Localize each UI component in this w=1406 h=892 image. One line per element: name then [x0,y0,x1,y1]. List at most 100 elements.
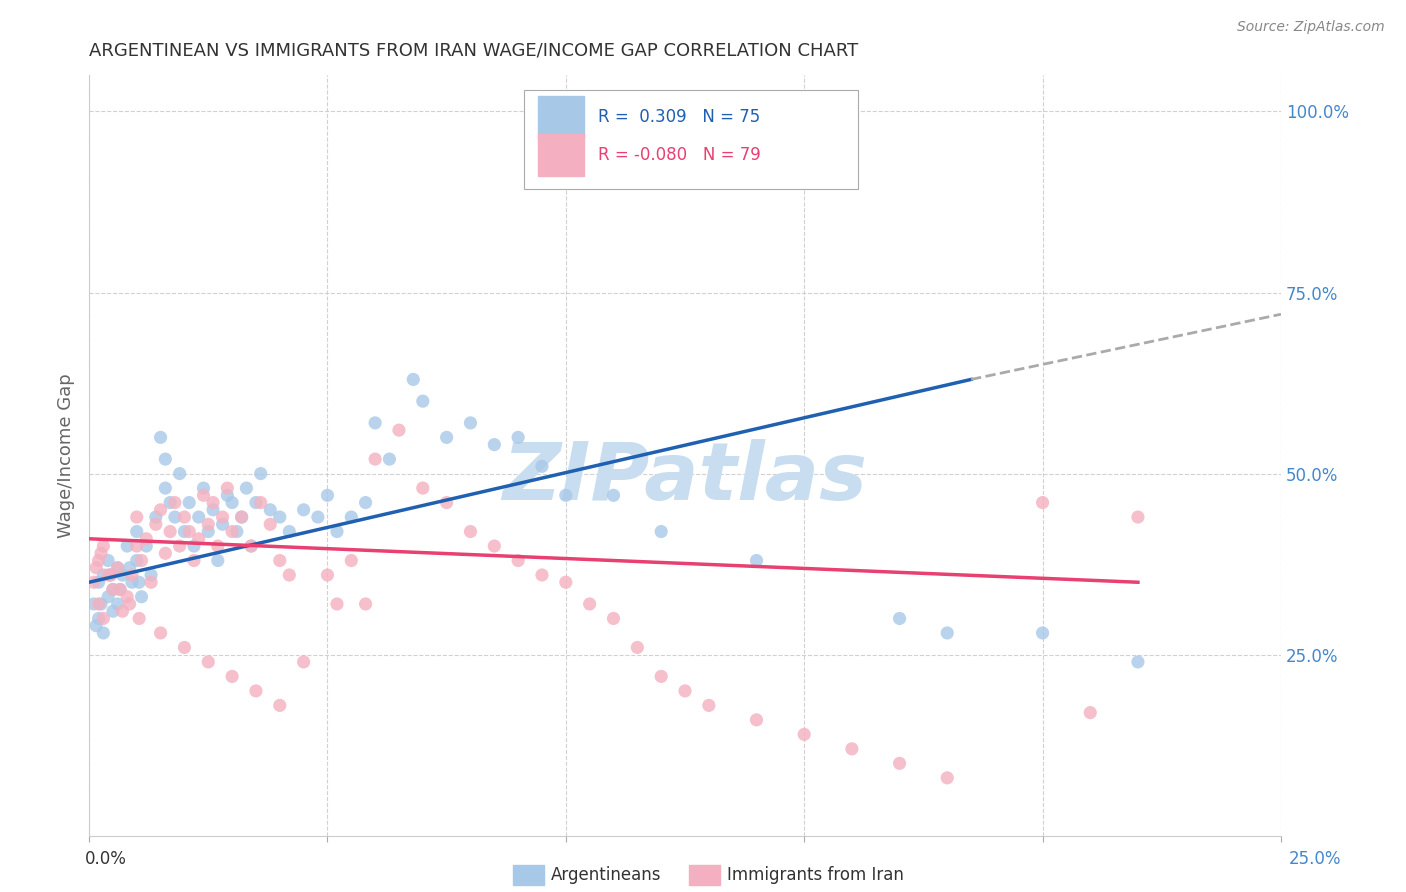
Text: R = -0.080   N = 79: R = -0.080 N = 79 [598,146,761,164]
Text: ARGENTINEAN VS IMMIGRANTS FROM IRAN WAGE/INCOME GAP CORRELATION CHART: ARGENTINEAN VS IMMIGRANTS FROM IRAN WAGE… [89,42,858,60]
Point [90,597,112,611]
Point [97,568,120,582]
Point [259,517,281,532]
Point [100,568,122,582]
Point [554,575,576,590]
Point [231,510,253,524]
Point [149,430,172,444]
Point [100,568,122,582]
Point [259,503,281,517]
Point [889,611,911,625]
Text: ZIPatlas: ZIPatlas [502,439,868,517]
Point [673,684,696,698]
Point [193,488,215,502]
Point [354,597,377,611]
Point [93,568,115,582]
Point [128,611,150,625]
Point [292,655,315,669]
Point [87,575,110,590]
Point [221,669,243,683]
Point [131,590,153,604]
Text: 25.0%: 25.0% [1288,850,1341,868]
Point [187,510,209,524]
Point [197,517,219,532]
Point [316,488,339,502]
Point [269,553,291,567]
Point [316,568,339,582]
Point [235,481,257,495]
Point [364,452,387,467]
Point [179,524,201,539]
Point [326,597,349,611]
Point [745,553,768,567]
Point [484,437,506,451]
Text: 0.0%: 0.0% [84,850,127,868]
Point [412,481,434,495]
Point [135,539,157,553]
Point [364,416,387,430]
Point [231,510,253,524]
Point [159,495,181,509]
Point [211,510,233,524]
Point [326,524,349,539]
Point [278,524,301,539]
Point [292,503,315,517]
Point [173,510,195,524]
Point [1126,510,1149,524]
Point [460,416,482,430]
Point [202,503,225,517]
Point [202,495,225,509]
Point [155,452,177,467]
Point [139,575,162,590]
Point [97,553,120,567]
Point [173,524,195,539]
Point [139,568,162,582]
Point [578,597,600,611]
Point [340,510,363,524]
Point [93,626,115,640]
Point [554,488,576,502]
Point [217,488,239,502]
FancyBboxPatch shape [524,90,858,189]
Point [115,590,138,604]
Point [87,553,110,567]
Text: R =  0.309   N = 75: R = 0.309 N = 75 [598,108,761,126]
Point [149,503,172,517]
Point [378,452,401,467]
Point [93,539,115,553]
Point [602,488,624,502]
Point [240,539,263,553]
Point [90,546,112,560]
Point [307,510,329,524]
Point [163,495,186,509]
Point [169,467,191,481]
Point [149,626,172,640]
Point [163,510,186,524]
Point [1032,626,1054,640]
Point [269,510,291,524]
Point [602,611,624,625]
Point [1032,495,1054,509]
Text: Source: ZipAtlas.com: Source: ZipAtlas.com [1237,20,1385,34]
Point [388,423,411,437]
Point [108,582,131,597]
Point [211,517,233,532]
Point [697,698,720,713]
Point [83,575,105,590]
Point [128,575,150,590]
Point [155,546,177,560]
Point [118,560,141,574]
Point [197,655,219,669]
Point [87,611,110,625]
Point [193,481,215,495]
Point [217,481,239,495]
Point [508,430,530,444]
Point [183,539,205,553]
Point [530,568,553,582]
Point [107,597,129,611]
Point [108,582,131,597]
Point [841,742,863,756]
Point [111,568,134,582]
Point [131,553,153,567]
Point [97,590,120,604]
